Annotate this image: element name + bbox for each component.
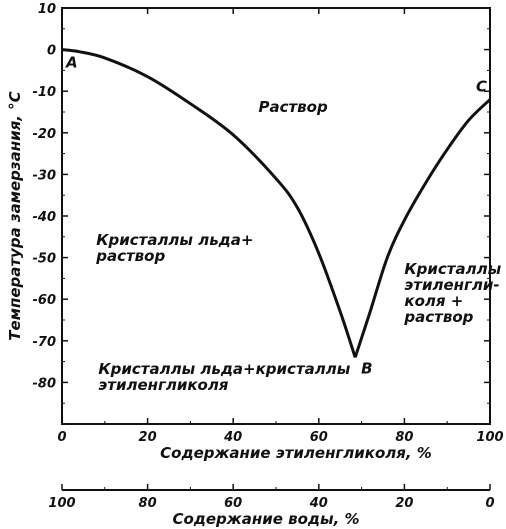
annotation-line: Кристаллы льда+ — [96, 231, 253, 249]
y-axis-title: Температура замерзания, °С — [6, 91, 24, 340]
y-tick-label: -60 — [33, 293, 57, 308]
annotation-line: Кристаллы — [404, 260, 501, 278]
point-labels: A B C — [65, 54, 487, 378]
annotation-1: Раствор — [258, 98, 327, 116]
x-tick-label: 80 — [395, 430, 413, 445]
x-tick-label: 40 — [223, 430, 242, 445]
annotation-line: раствор — [95, 247, 165, 265]
x-axis-title: Содержание этиленгликоля, % — [160, 444, 432, 462]
freezing-curve — [61, 48, 492, 358]
annotation-line: коля + — [404, 292, 463, 310]
annotation-line: этиленгликоля — [98, 376, 228, 394]
y-tick-label: 0 — [47, 44, 56, 59]
x-tick-label: 60 — [310, 430, 328, 445]
point-label-a: A — [65, 54, 78, 72]
annotation-4: Кристаллы этиленгли-коля + раствор — [403, 260, 501, 326]
x-tick-label: 20 — [139, 430, 157, 445]
tick-labels: 100-10-20-30-40-50-60-70-800 20 40 60 80 1001… — [33, 2, 504, 511]
annotation-line: раствор — [403, 308, 473, 326]
y-tick-label: -80 — [33, 376, 57, 391]
y-tick-label: -20 — [33, 127, 57, 142]
x2-tick-label: 60 — [224, 496, 242, 511]
y-tick-label: -40 — [33, 210, 57, 225]
y-tick-label: 10 — [38, 2, 56, 17]
annotation-3: Кристаллы льда+кристаллы этиленгликоля — [98, 360, 350, 394]
point-label-c: C — [476, 78, 487, 96]
y-tick-label: -50 — [33, 252, 57, 267]
annotation-2: Кристаллы льда+ раствор — [95, 231, 253, 265]
y-tick-label: -10 — [33, 85, 57, 100]
freezing-curve-left-branch — [61, 48, 357, 358]
x2-tick-label: 40 — [309, 496, 328, 511]
x-tick-label: 0 — [57, 430, 66, 445]
annotation-line: Кристаллы льда+кристаллы — [98, 360, 350, 378]
freezing-curve-right-branch — [353, 98, 492, 358]
annotation-line: этиленгли- — [404, 276, 499, 294]
x2-tick-label: 20 — [395, 496, 413, 511]
y-tick-label: -70 — [33, 335, 57, 350]
x-tick-label: 100 — [476, 430, 503, 445]
x2-tick-label: 80 — [139, 496, 157, 511]
annotation-line: Раствор — [258, 98, 327, 116]
y-tick-label: -30 — [33, 168, 57, 183]
x2-tick-label: 0 — [485, 496, 494, 511]
point-label-b: B — [361, 359, 372, 377]
x2-axis-title: Содержание воды, % — [172, 510, 359, 528]
x2-tick-label: 100 — [48, 496, 75, 511]
